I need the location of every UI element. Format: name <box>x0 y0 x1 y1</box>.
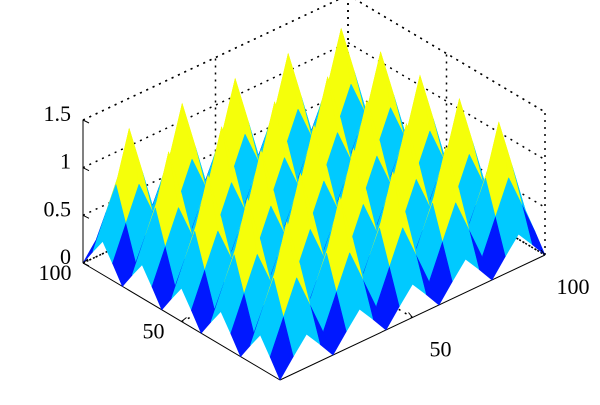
surface-patch <box>269 316 294 381</box>
tick-mark <box>82 258 89 264</box>
grid-line <box>347 42 546 161</box>
z-tick-label: 1.5 <box>44 101 72 126</box>
x-tick-label: 50 <box>430 337 452 362</box>
tick-mark <box>408 312 413 318</box>
z-tick-label: 0 <box>60 244 71 269</box>
x-tick-label: 100 <box>557 274 590 299</box>
y-tick-label: 50 <box>143 319 165 344</box>
tick-mark <box>181 317 187 322</box>
tick-mark <box>82 262 90 267</box>
tick-mark <box>82 119 90 124</box>
tick-mark <box>540 249 546 256</box>
tick-mark <box>82 214 90 219</box>
z-tick-label: 1 <box>60 149 71 174</box>
z-tick-label: 0.5 <box>44 196 72 221</box>
grid-line <box>354 0 546 113</box>
y-tick-label: 100 <box>39 260 72 285</box>
tick-mark <box>82 167 90 172</box>
